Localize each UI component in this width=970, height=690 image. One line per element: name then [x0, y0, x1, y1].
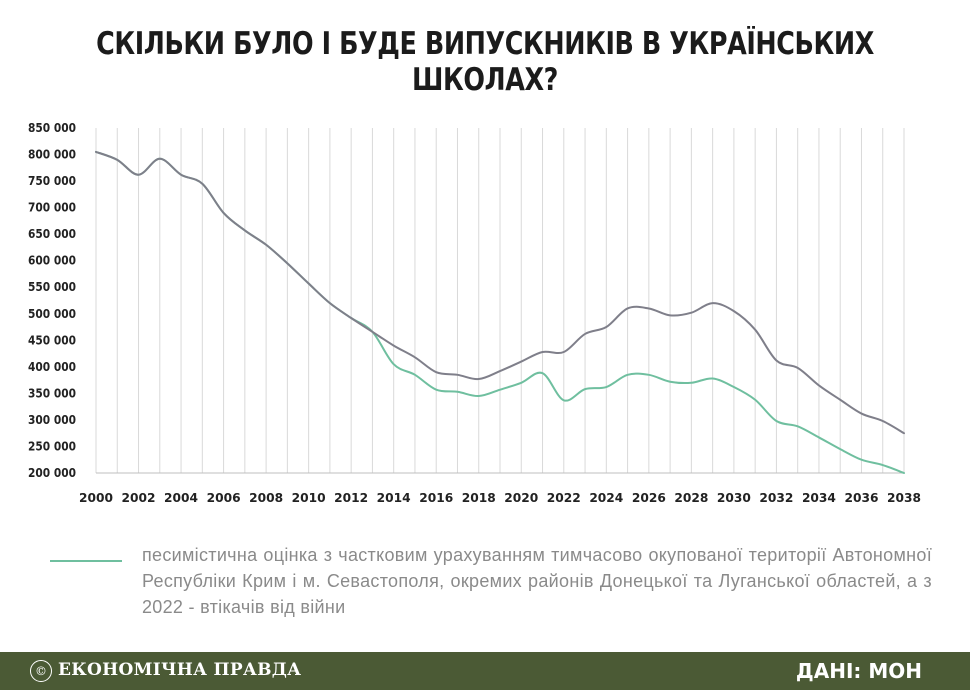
y-tick-label: 400 000: [28, 359, 76, 374]
line-chart: 200 000 250 000 300 000 350 000 400 000 450 0…: [28, 120, 921, 505]
x-tick-label: 2006: [207, 490, 241, 505]
y-tick-label: 350 000: [28, 385, 76, 400]
x-tick-label: 2002: [122, 490, 156, 505]
x-tick-label: 2026: [632, 490, 666, 505]
x-tick-label: 2020: [504, 490, 538, 505]
y-axis-ticks: 200 000 250 000 300 000 350 000 400 000 450 0…: [28, 120, 76, 480]
x-tick-label: 2014: [377, 490, 411, 505]
y-tick-label: 600 000: [28, 253, 76, 268]
y-tick-label: 500 000: [28, 306, 76, 321]
grid-lines: [95, 128, 905, 474]
footer: © ЕКОНОМІЧНА ПРАВДА ДАНІ: МОН: [0, 652, 970, 690]
x-tick-label: 2030: [717, 490, 751, 505]
y-tick-label: 750 000: [28, 173, 76, 188]
y-tick-label: 700 000: [28, 200, 76, 215]
legend: песимістична оцінка з частковим урахуван…: [50, 542, 932, 632]
y-tick-label: 800 000: [28, 147, 76, 162]
x-tick-label: 2022: [547, 490, 581, 505]
x-tick-label: 2004: [164, 490, 198, 505]
x-tick-label: 2012: [334, 490, 368, 505]
x-tick-label: 2032: [759, 490, 793, 505]
data-source: ДАНІ: МОН: [795, 659, 922, 683]
x-tick-label: 2036: [844, 490, 878, 505]
x-tick-label: 2010: [292, 490, 326, 505]
legend-swatch: [50, 560, 122, 562]
x-tick-label: 2024: [589, 490, 623, 505]
x-tick-label: 2000: [79, 490, 113, 505]
x-tick-label: 2028: [674, 490, 708, 505]
copyright-icon: ©: [30, 660, 52, 682]
x-tick-label: 2018: [462, 490, 496, 505]
series-line-baseline: [95, 150, 905, 435]
y-tick-label: 550 000: [28, 279, 76, 294]
y-tick-label: 650 000: [28, 226, 76, 241]
y-tick-label: 850 000: [28, 120, 76, 135]
page-title: СКІЛЬКИ БУЛО І БУДЕ ВИПУСКНИКІВ В УКРАЇН…: [96, 26, 874, 98]
y-tick-label: 300 000: [28, 412, 76, 427]
legend-text: песимістична оцінка з частковим урахуван…: [142, 545, 932, 617]
x-tick-label: 2038: [887, 490, 921, 505]
x-tick-label: 2034: [802, 490, 836, 505]
y-tick-label: 450 000: [28, 332, 76, 347]
x-tick-label: 2008: [249, 490, 283, 505]
x-axis-ticks: 2000 2002 2004 2006 2008 2010 2012 2014 2016 2018…: [79, 490, 921, 505]
series-lines: [95, 150, 905, 474]
x-tick-label: 2016: [419, 490, 453, 505]
y-tick-label: 200 000: [28, 465, 76, 480]
y-tick-label: 250 000: [28, 438, 76, 453]
brand-logo: ЕКОНОМІЧНА ПРАВДА: [58, 660, 302, 680]
